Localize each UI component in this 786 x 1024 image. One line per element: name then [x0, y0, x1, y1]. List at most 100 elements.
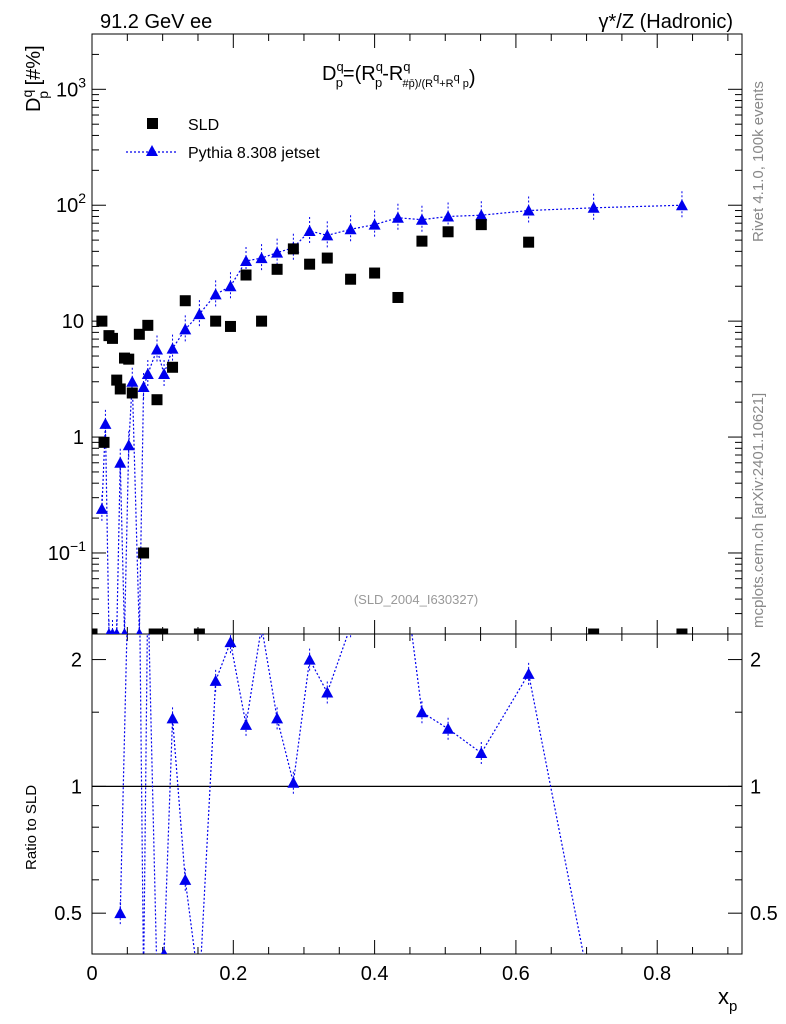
pythia-point	[122, 439, 135, 451]
pythia-point	[442, 210, 455, 222]
pythia-point	[675, 199, 688, 211]
pythia-point	[255, 252, 268, 264]
sld-point	[126, 387, 138, 399]
ratio-axes: 0 0.2 0.4 0.6 0.8 0.5 0.5 1 1 2 2	[54, 634, 778, 985]
y-tick-label: 103	[56, 74, 86, 101]
sld-point	[240, 269, 252, 281]
pythia-point	[303, 224, 316, 236]
y-tick-label: 10−1	[48, 538, 86, 565]
ratio-point	[240, 718, 253, 730]
legend-marker-sld	[147, 118, 158, 129]
svg-text:Dqp=(Rqp-Rq#p̄)/(Rq+Rq p): Dq p=(Rq p-Rq #p̄)/(Rq+Rq p)	[322, 59, 476, 90]
pythia-point	[240, 255, 253, 267]
ratio-point	[345, 620, 357, 631]
sld-point	[475, 219, 487, 231]
legend-label-pythia: Pythia 8.308 jetset	[188, 145, 320, 162]
ratio-point	[126, 586, 138, 597]
ratio-point	[209, 674, 222, 686]
rivet-version-text: Rivet 4.1.0, 100k events	[750, 81, 767, 242]
svg-text:xp: xp	[718, 984, 737, 1015]
sld-point	[210, 315, 222, 327]
sld-point	[345, 273, 357, 285]
ratio-point	[123, 551, 135, 562]
sld-point	[179, 295, 191, 307]
sld-point	[111, 374, 123, 386]
sld-point	[151, 394, 163, 406]
pythia-point	[114, 456, 127, 468]
pythia-point	[391, 211, 404, 223]
sld-point	[271, 263, 283, 275]
pythia-point	[109, 628, 116, 634]
ratio-y-tick-label: 1	[71, 776, 82, 798]
sld-point	[142, 319, 154, 331]
pythia-point	[368, 218, 381, 230]
sld-point	[304, 258, 316, 270]
sld-point	[256, 315, 268, 327]
ratio-point	[166, 712, 179, 724]
pythia-line	[101, 204, 682, 634]
ratio-point	[588, 1001, 600, 1012]
ratio-panel-frame	[91, 633, 743, 955]
sld-point	[106, 332, 118, 344]
ratio-point	[224, 636, 237, 648]
sld-point	[148, 628, 160, 634]
x-tick-label: 0.6	[502, 963, 530, 985]
ratio-point	[442, 722, 455, 734]
sld-point	[287, 243, 299, 255]
sld-point	[167, 361, 179, 373]
pythia-point	[113, 628, 121, 634]
sld-point	[442, 226, 454, 238]
ratio-point	[133, 568, 145, 579]
x-tick-label: 0	[86, 963, 97, 985]
sld-point	[133, 328, 145, 340]
ratio-point	[287, 776, 300, 788]
pythia-point	[321, 229, 334, 241]
pythia-point	[121, 628, 128, 634]
sld-point	[114, 383, 126, 395]
sld-point	[123, 353, 135, 365]
y-label-unit: [#%]	[23, 45, 45, 91]
sld-point	[392, 291, 404, 303]
pythia-point	[158, 367, 171, 379]
formula-title: Dq p=(Rq p-Rq #p̄)/(Rq+Rq p)	[322, 59, 476, 90]
y-label-base: D	[23, 98, 45, 112]
pythia-point	[141, 367, 154, 379]
pythia-point	[271, 246, 284, 258]
sld-point	[157, 628, 169, 634]
ratio-y-tick-label-right: 0.5	[750, 903, 778, 925]
ratio-point	[321, 686, 334, 698]
header-left: 91.2 GeV ee	[100, 11, 212, 33]
pythia-point	[151, 343, 163, 355]
pythia-point	[209, 288, 222, 300]
ratio-point	[151, 972, 163, 983]
ratio-point	[415, 706, 428, 718]
x-label-sub: p	[729, 998, 737, 1015]
pythia-point	[136, 628, 143, 634]
y-label-sub: p	[35, 91, 51, 99]
y-tick-label: 102	[56, 190, 86, 217]
pythia-point	[137, 381, 150, 393]
sld-point	[98, 436, 110, 448]
pythia-point	[193, 308, 206, 320]
pythia-point	[95, 502, 108, 514]
ratio-point	[179, 873, 192, 885]
x-tick-label: 0.8	[643, 963, 671, 985]
pythia-point	[344, 223, 357, 235]
pythia-point	[99, 417, 112, 429]
legend-marker-pythia	[146, 145, 158, 156]
main-plot-marks	[92, 191, 688, 634]
ratio-point	[142, 579, 154, 590]
ratio-point	[114, 907, 127, 919]
sld-point	[92, 628, 98, 634]
ratio-y-tick-label-right: 2	[750, 650, 761, 672]
ratio-y-tick-label-right: 1	[750, 776, 761, 798]
sld-point	[96, 315, 108, 327]
svg-text:Dqp [#%]: Dqp [#%]	[19, 45, 51, 112]
analysis-watermark: (SLD_2004_I630327)	[354, 592, 478, 607]
x-label-base: x	[718, 984, 729, 1009]
y-axis-label-main: Dqp [#%]	[19, 45, 51, 112]
pythia-point	[166, 342, 179, 354]
sld-point	[224, 320, 236, 332]
sld-point	[369, 267, 381, 279]
